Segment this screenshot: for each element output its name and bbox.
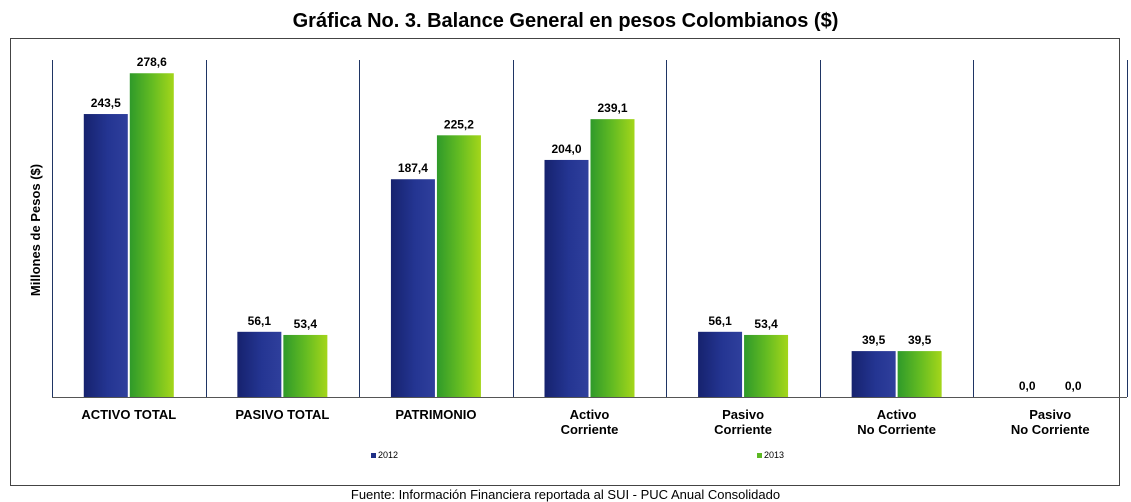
- bars-group: [83, 73, 942, 398]
- category-dividers: [52, 60, 1128, 397]
- value-label-2013-4: 53,4: [754, 317, 778, 331]
- legend-swatch-2012: [371, 453, 376, 458]
- category-label-3: Activo: [570, 407, 610, 422]
- bar-2013-4: [744, 334, 789, 397]
- y-axis-label: Millones de Pesos ($): [28, 164, 43, 296]
- value-label-2012-2: 187,4: [398, 161, 428, 175]
- category-label-4: Pasivo: [722, 407, 764, 422]
- category-label-3: Corriente: [561, 422, 619, 437]
- value-label-2012-0: 243,5: [91, 96, 121, 110]
- legend-label-2013: 2013: [764, 450, 784, 460]
- bar-2012-5: [851, 351, 896, 397]
- bar-2013-1: [283, 334, 328, 397]
- value-label-2013-3: 239,1: [597, 101, 627, 115]
- value-label-2013-0: 278,6: [137, 55, 167, 69]
- value-label-2013-1: 53,4: [294, 317, 318, 331]
- chart-frame: [10, 38, 1120, 486]
- category-label-5: Activo: [877, 407, 917, 422]
- category-label-0: ACTIVO TOTAL: [81, 407, 176, 422]
- legend: 2012 2013: [371, 450, 784, 460]
- value-label-2013-6: 0,0: [1065, 379, 1082, 393]
- category-label-4: Corriente: [714, 422, 772, 437]
- value-label-2012-3: 204,0: [551, 142, 581, 156]
- legend-label-2012: 2012: [378, 450, 398, 460]
- bar-2013-3: [590, 119, 635, 398]
- value-label-2012-4: 56,1: [708, 314, 732, 328]
- category-label-6: Pasivo: [1029, 407, 1071, 422]
- chart-title: Gráfica No. 3. Balance General en pesos …: [292, 10, 839, 32]
- value-label-2013-2: 225,2: [444, 117, 474, 131]
- value-label-2013-5: 39,5: [908, 333, 932, 347]
- bar-2012-4: [698, 331, 743, 397]
- value-label-2012-1: 56,1: [248, 314, 272, 328]
- source-note: Fuente: Información Financiera reportada…: [350, 487, 781, 502]
- bar-chart: Millones de Pesos ($) 243,5 278,6 56,1 53,4…: [28, 55, 1128, 460]
- bar-2012-0: [83, 114, 128, 398]
- legend-swatch-2013: [757, 453, 762, 458]
- category-label-5: No Corriente: [857, 422, 936, 437]
- bar-2013-5: [897, 351, 942, 397]
- bar-2012-2: [390, 179, 435, 397]
- bar-2012-1: [237, 331, 282, 397]
- category-label-1: PASIVO TOTAL: [235, 407, 329, 422]
- value-label-2012-5: 39,5: [862, 333, 886, 347]
- bar-2013-0: [129, 73, 174, 397]
- value-label-2012-6: 0,0: [1019, 379, 1036, 393]
- category-label-2: PATRIMONIO: [395, 407, 476, 422]
- bar-2013-2: [436, 135, 481, 397]
- category-labels-group: ACTIVO TOTAL PASIVO TOTAL PATRIMONIO Activo…: [81, 407, 1089, 437]
- value-labels-group: 243,5 278,6 56,1 53,4 187,4 225,2 204,0 239,1 56…: [91, 55, 1082, 393]
- category-label-6: No Corriente: [1011, 422, 1090, 437]
- bar-2012-3: [544, 159, 589, 397]
